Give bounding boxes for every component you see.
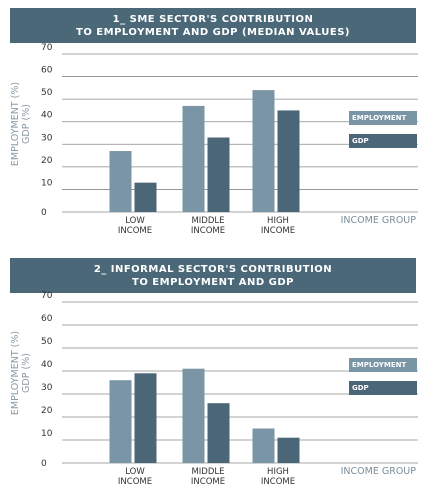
y-tick-label: 10 [41,178,53,188]
legend-employment: EMPLOYMENT [349,111,417,125]
category-label: INCOME [191,477,225,487]
bar-gdp [277,437,300,463]
y-tick-label: 0 [41,208,47,218]
category-label: INCOME [191,226,225,236]
bar-gdp [134,373,157,463]
y-tick-label: 60 [41,66,53,76]
y-tick-label: 50 [41,88,53,98]
category-label: INCOME [118,226,152,236]
sme-chart-panel: 1_ SME SECTOR'S CONTRIBUTION TO EMPLOYME… [10,8,418,236]
legend-gdp: GDP [349,381,417,395]
chart-title-line-2: TO EMPLOYMENT AND GDP [132,276,294,288]
y-tick-label: 70 [41,291,53,301]
bar-employment [182,368,205,463]
y-tick-label: 0 [41,459,47,469]
chart-title-line-1: 1_ SME SECTOR'S CONTRIBUTION [112,13,314,25]
bar-employment [182,105,205,212]
bar-gdp [134,182,157,212]
y-tick-label: 40 [41,111,53,121]
legend-gdp-label: GDP [352,384,369,392]
category-label: HIGH [267,216,289,226]
bar-employment [252,90,275,212]
bar-gdp [207,403,230,463]
x-axis-label: INCOME GROUP [341,466,417,477]
chart-title-line-1: 2_ INFORMAL SECTOR'S CONTRIBUTION [93,263,333,275]
y-tick-label: 50 [41,337,53,347]
chart-title: 1_ SME SECTOR'S CONTRIBUTION TO EMPLOYME… [10,8,416,43]
category-label: INCOME [261,226,295,236]
y-axis-label: EMPLOYMENT (%) [10,82,21,166]
category-label: MIDDLE [191,467,224,477]
legend-employment-label: EMPLOYMENT [352,114,407,122]
x-axis-label: INCOME GROUP [341,215,417,226]
category-label: HIGH [267,467,289,477]
category-label: LOW [125,216,145,226]
y-tick-label: 30 [41,383,53,393]
y-tick-label: 10 [41,429,53,439]
y-tick-label: 60 [41,314,53,324]
category-label: INCOME [118,477,152,487]
category-label: MIDDLE [191,216,224,226]
bar-gdp [207,137,230,212]
legend-gdp-label: GDP [352,137,369,145]
bar-gdp [277,110,300,212]
y-tick-label: 20 [41,406,53,416]
category-label: LOW [125,467,145,477]
category-label: INCOME [261,477,295,487]
informal-chart-panel: 2_ INFORMAL SECTOR'S CONTRIBUTION TO EMP… [0,250,429,493]
bar-employment [109,380,132,463]
y-tick-label: 30 [41,133,53,143]
y-tick-label: 20 [41,156,53,166]
legend-employment-label: EMPLOYMENT [352,361,407,369]
bar-employment [252,428,275,463]
legend-gdp: GDP [349,134,417,148]
chart-title: 2_ INFORMAL SECTOR'S CONTRIBUTION TO EMP… [10,258,416,293]
chart-title-line-2: TO EMPLOYMENT AND GDP (MEDIAN VALUES) [76,26,350,38]
y-tick-label: 70 [41,43,53,53]
y-axis-label: EMPLOYMENT (%) [10,331,21,415]
y-axis-label: GDP (%) [21,104,32,144]
legend-employment: EMPLOYMENT [349,358,417,372]
bar-employment [109,151,132,212]
y-axis-label: GDP (%) [21,353,32,393]
y-tick-label: 40 [41,360,53,370]
